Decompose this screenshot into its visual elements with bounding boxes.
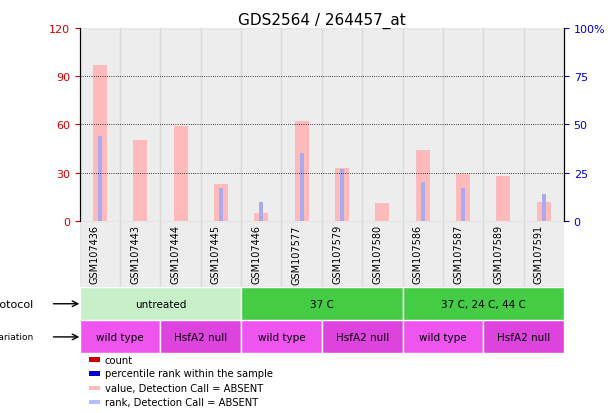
- Text: GSM107586: GSM107586: [413, 225, 423, 284]
- Bar: [214, 185, 228, 221]
- Bar: [93, 66, 107, 221]
- Bar: [98, 137, 102, 221]
- Bar: [483, 221, 524, 287]
- Bar: [259, 202, 264, 221]
- Bar: [497, 176, 511, 221]
- Bar: [443, 29, 483, 221]
- Bar: [461, 189, 465, 221]
- FancyBboxPatch shape: [483, 320, 564, 354]
- FancyBboxPatch shape: [241, 320, 322, 354]
- Bar: [281, 221, 322, 287]
- Text: GSM107445: GSM107445: [211, 225, 221, 284]
- Bar: [161, 29, 201, 221]
- FancyBboxPatch shape: [80, 320, 161, 354]
- Bar: [375, 204, 389, 221]
- Bar: [403, 221, 443, 287]
- Text: GSM107587: GSM107587: [453, 225, 463, 284]
- Text: GSM107443: GSM107443: [130, 225, 140, 283]
- FancyBboxPatch shape: [80, 287, 241, 320]
- Bar: [254, 214, 268, 221]
- Text: GSM107446: GSM107446: [251, 225, 261, 283]
- Text: rank, Detection Call = ABSENT: rank, Detection Call = ABSENT: [105, 397, 258, 407]
- Bar: [89, 400, 100, 404]
- Bar: [362, 221, 403, 287]
- Bar: [89, 371, 100, 375]
- Bar: [322, 29, 362, 221]
- Text: wild type: wild type: [96, 332, 144, 342]
- Bar: [362, 29, 403, 221]
- Text: GSM107436: GSM107436: [90, 225, 100, 283]
- Text: HsfA2 null: HsfA2 null: [335, 332, 389, 342]
- Text: GSM107591: GSM107591: [534, 225, 544, 284]
- Bar: [340, 169, 344, 221]
- Bar: [403, 29, 443, 221]
- FancyBboxPatch shape: [403, 287, 564, 320]
- Bar: [80, 221, 120, 287]
- Text: count: count: [105, 355, 133, 365]
- Bar: [161, 221, 201, 287]
- FancyBboxPatch shape: [322, 320, 403, 354]
- Text: HsfA2 null: HsfA2 null: [174, 332, 227, 342]
- Bar: [133, 141, 147, 221]
- Text: wild type: wild type: [257, 332, 305, 342]
- Bar: [120, 221, 161, 287]
- Text: 37 C, 24 C, 44 C: 37 C, 24 C, 44 C: [441, 299, 526, 309]
- Bar: [80, 29, 120, 221]
- Bar: [219, 189, 223, 221]
- Bar: [89, 358, 100, 362]
- Text: wild type: wild type: [419, 332, 466, 342]
- Bar: [300, 154, 303, 221]
- Bar: [241, 29, 281, 221]
- Bar: [443, 221, 483, 287]
- Text: genotype/variation: genotype/variation: [0, 332, 34, 342]
- Text: percentile rank within the sample: percentile rank within the sample: [105, 368, 273, 378]
- Text: value, Detection Call = ABSENT: value, Detection Call = ABSENT: [105, 383, 263, 393]
- Bar: [281, 29, 322, 221]
- Bar: [537, 202, 551, 221]
- FancyBboxPatch shape: [241, 287, 403, 320]
- Bar: [201, 29, 241, 221]
- Text: GSM107577: GSM107577: [292, 225, 302, 284]
- Text: HsfA2 null: HsfA2 null: [497, 332, 550, 342]
- Bar: [542, 195, 546, 221]
- Text: 37 C: 37 C: [310, 299, 333, 309]
- Text: GSM107579: GSM107579: [332, 225, 342, 284]
- Bar: [483, 29, 524, 221]
- Bar: [322, 221, 362, 287]
- Text: untreated: untreated: [135, 299, 186, 309]
- Text: GSM107444: GSM107444: [170, 225, 181, 283]
- Title: GDS2564 / 264457_at: GDS2564 / 264457_at: [238, 13, 406, 29]
- Text: GSM107589: GSM107589: [493, 225, 503, 284]
- Bar: [416, 151, 430, 221]
- Bar: [295, 122, 309, 221]
- Bar: [421, 183, 425, 221]
- FancyBboxPatch shape: [403, 320, 483, 354]
- Bar: [524, 221, 564, 287]
- Text: protocol: protocol: [0, 299, 34, 309]
- Bar: [173, 127, 188, 221]
- Bar: [524, 29, 564, 221]
- Bar: [89, 386, 100, 390]
- Bar: [241, 221, 281, 287]
- Bar: [120, 29, 161, 221]
- Bar: [456, 175, 470, 221]
- Text: GSM107580: GSM107580: [372, 225, 383, 284]
- FancyBboxPatch shape: [161, 320, 241, 354]
- Bar: [201, 221, 241, 287]
- Bar: [335, 169, 349, 221]
